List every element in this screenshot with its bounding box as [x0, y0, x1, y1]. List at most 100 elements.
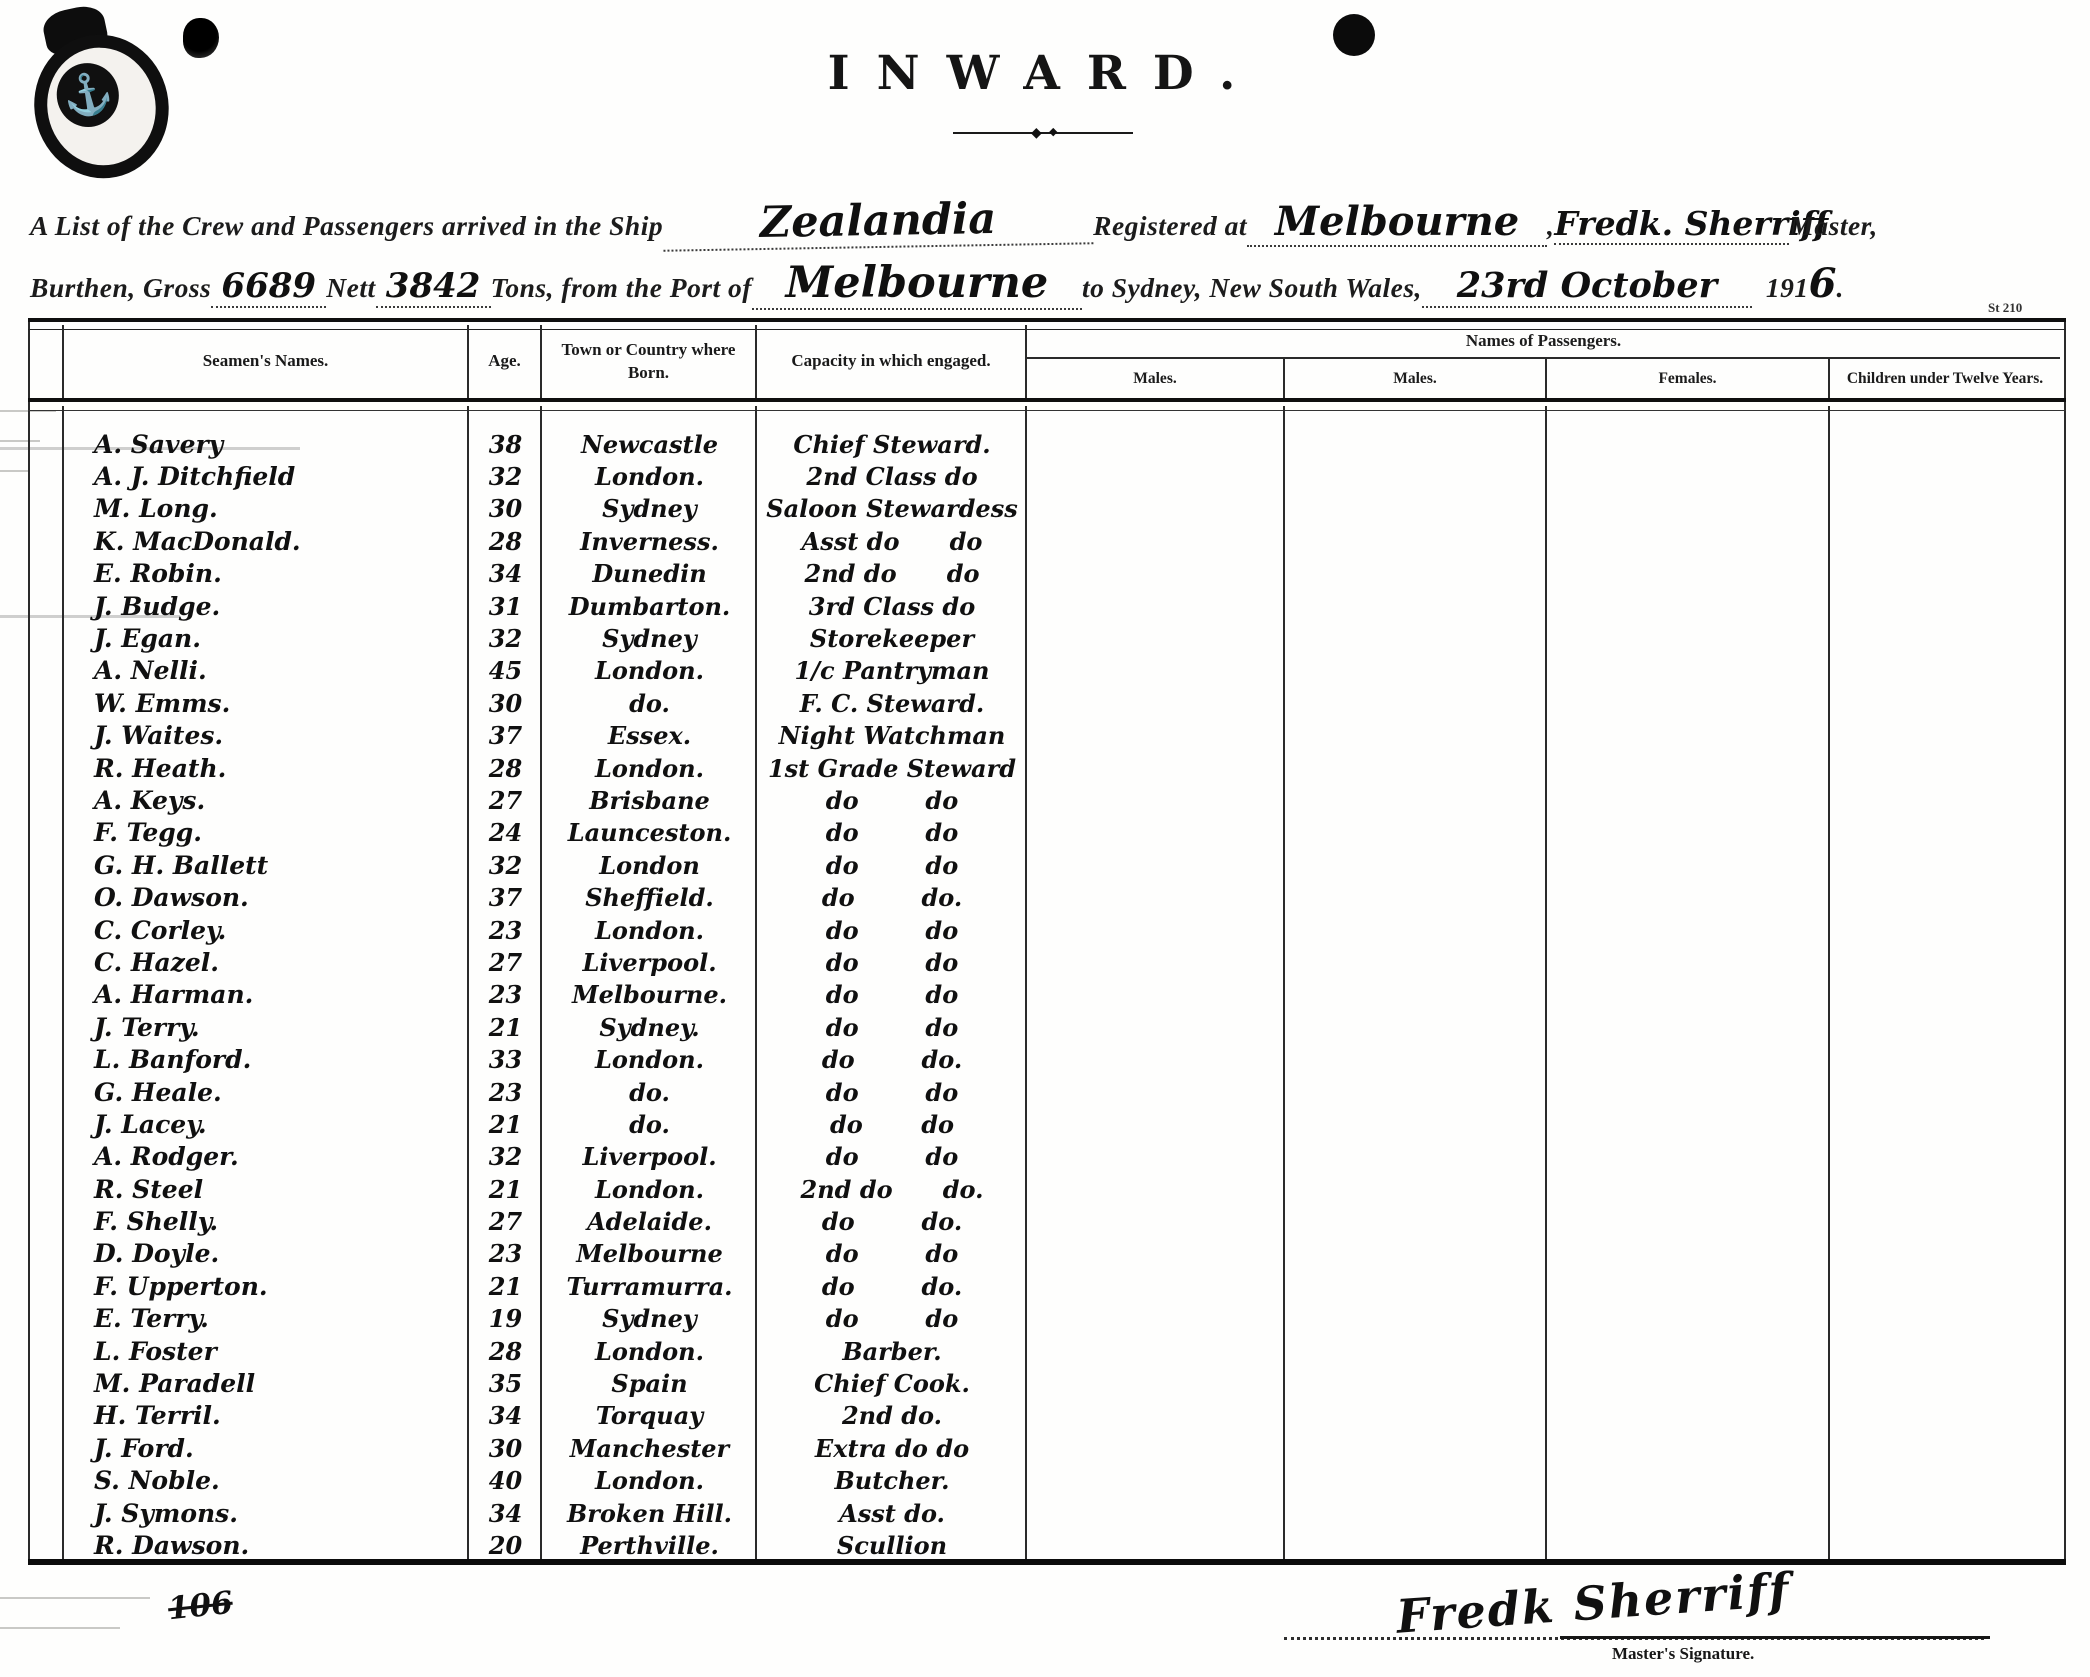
town-cell: London. — [595, 1174, 704, 1204]
age-cell: 30 — [488, 1433, 523, 1463]
capacity-cell: do do. — [821, 883, 963, 913]
age-cell: 23 — [488, 980, 523, 1010]
seaman-name-cell: K. MacDonald. — [94, 526, 301, 556]
capacity-cell: Chief Steward. — [793, 429, 991, 459]
page-number: 106 — [166, 1584, 235, 1628]
nett-label: Nett — [326, 272, 376, 303]
capacity-cell: Butcher. — [834, 1466, 950, 1496]
town-cell: Inverness. — [580, 526, 719, 556]
capacity-cell: do do — [825, 785, 959, 815]
capacity-cell: do do — [825, 1012, 959, 1042]
table-row: J. Lacey. 21 do. do do — [30, 1108, 2060, 1140]
seaman-name-cell: A. Savery — [94, 429, 224, 459]
capacity-cell: do do — [825, 1239, 959, 1269]
town-cell: do. — [629, 688, 670, 718]
table-row: A. Harman. 23 Melbourne. do do — [30, 979, 2060, 1011]
seaman-name-cell: S. Noble. — [94, 1466, 220, 1496]
capacity-cell: 3rd Class do — [808, 591, 976, 621]
departure-port-field: Melbourne — [751, 258, 1082, 310]
capacity-cell: do do — [825, 980, 959, 1010]
scan-smudge — [0, 447, 300, 450]
seamen-names-header: Seamen's Names. — [64, 325, 469, 398]
town-cell: Melbourne — [576, 1239, 723, 1269]
seaman-name-cell: J. Symons. — [94, 1498, 238, 1528]
seaman-name-cell: J. Egan. — [94, 624, 201, 654]
age-cell: 31 — [488, 591, 523, 621]
preamble-line-1: A List of the Crew and Passengers arrive… — [30, 192, 2066, 252]
males1-header: Males. — [1027, 359, 1285, 398]
table-row: M. Paradell 35 Spain Chief Cook. — [30, 1367, 2060, 1399]
age-cell: 23 — [488, 915, 523, 945]
table-row: J. Waites. 37 Essex. Night Watchman — [30, 720, 2060, 752]
page-title: INWARD. — [827, 46, 1263, 101]
table-row: K. MacDonald. 28 Inverness. Asst do do — [30, 525, 2060, 557]
age-cell: 21 — [488, 1012, 523, 1042]
title-divider: ◆ ◆ — [953, 126, 1133, 141]
master-signature: Fredk Sherriff — [1394, 1562, 1793, 1644]
capacity-cell: 2nd Class do — [806, 462, 978, 492]
town-header: Town or Country where Born. — [542, 325, 757, 398]
table-row: F. Tegg. 24 Launceston. do do — [30, 817, 2060, 849]
table-row: A. Nelli. 45 London. 1/c Pantryman — [30, 655, 2060, 687]
capacity-cell: F. C. Steward. — [799, 688, 985, 718]
capacity-cell: do do — [825, 1304, 959, 1334]
age-cell: 27 — [488, 947, 523, 977]
age-cell: 34 — [488, 1401, 523, 1431]
capacity-cell: Asst do. — [839, 1498, 945, 1528]
capacity-cell: do do — [825, 1077, 959, 1107]
from-port-label: Tons, from the Port of — [490, 272, 752, 303]
town-cell: Adelaide. — [587, 1207, 712, 1237]
table-row: D. Doyle. 23 Melbourne do do — [30, 1238, 2060, 1270]
seaman-name-cell: J. Budge. — [94, 591, 221, 621]
table-row: R. Heath. 28 London. 1st Grade Steward — [30, 752, 2060, 784]
capacity-cell: Scullion — [836, 1530, 948, 1559]
capacity-cell: Night Watchman — [778, 721, 1006, 751]
capacity-cell: Saloon Stewardess — [766, 494, 1018, 524]
capacity-cell: Barber. — [842, 1336, 942, 1366]
town-cell: Turramurra. — [566, 1271, 733, 1301]
seaman-name-cell: A. Keys. — [94, 785, 206, 815]
age-cell: 32 — [488, 1142, 523, 1172]
age-cell: 28 — [488, 1336, 523, 1366]
table-row: R. Dawson. 20 Perthville. Scullion — [30, 1529, 2060, 1559]
town-cell: Newcastle — [580, 429, 718, 459]
seaman-name-cell: F. Tegg. — [94, 818, 202, 848]
town-cell: Spain — [611, 1369, 688, 1399]
table-row: O. Dawson. 37 Sheffield. do do. — [30, 881, 2060, 913]
town-cell: Brisbane — [589, 785, 710, 815]
town-cell: Essex. — [607, 721, 692, 751]
capacity-cell: Asst do do — [801, 526, 983, 556]
table-row: M. Long. 30 Sydney Saloon Stewardess — [30, 493, 2060, 525]
seaman-name-cell: F. Shelly. — [94, 1207, 219, 1237]
seaman-name-cell: G. Heale. — [94, 1077, 222, 1107]
age-cell: 28 — [488, 526, 523, 556]
ink-blob — [183, 18, 219, 58]
table-row: R. Steel 21 London. 2nd do do. — [30, 1173, 2060, 1205]
table-row: G. Heale. 23 do. do do — [30, 1076, 2060, 1108]
seaman-name-cell: J. Waites. — [94, 721, 224, 751]
margin-rule — [0, 470, 30, 472]
age-cell: 35 — [488, 1369, 523, 1399]
table-row: C. Hazel. 27 Liverpool. do do — [30, 946, 2060, 978]
males2-header: Males. — [1285, 359, 1547, 398]
seaman-name-cell: J. Lacey. — [94, 1109, 207, 1139]
row-number-header — [30, 325, 64, 398]
preamble-line-2: Burthen, Gross 6689 Nett 3842 Tons, from… — [30, 258, 2066, 310]
town-cell: Broken Hill. — [566, 1498, 733, 1528]
table-row: J. Ford. 30 Manchester Extra do do — [30, 1432, 2060, 1464]
age-cell: 38 — [488, 429, 523, 459]
header-body-rule — [28, 398, 2066, 411]
town-cell: London. — [595, 1045, 704, 1075]
seaman-name-cell: A. Nelli. — [94, 656, 207, 686]
seaman-name-cell: O. Dawson. — [94, 883, 249, 913]
seaman-name-cell: J. Ford. — [94, 1433, 194, 1463]
year-printed: 191 — [1765, 272, 1809, 303]
age-cell: 32 — [488, 850, 523, 880]
nett-tons-field: 3842 — [375, 266, 491, 308]
comma: , — [1547, 210, 1555, 241]
capacity-cell: 1st Grade Steward — [767, 753, 1017, 783]
table-header: Seamen's Names. Age. Town or Country whe… — [30, 325, 2060, 398]
registered-port-field: Melbourne — [1247, 198, 1548, 247]
table-row: S. Noble. 40 London. Butcher. — [30, 1465, 2060, 1497]
